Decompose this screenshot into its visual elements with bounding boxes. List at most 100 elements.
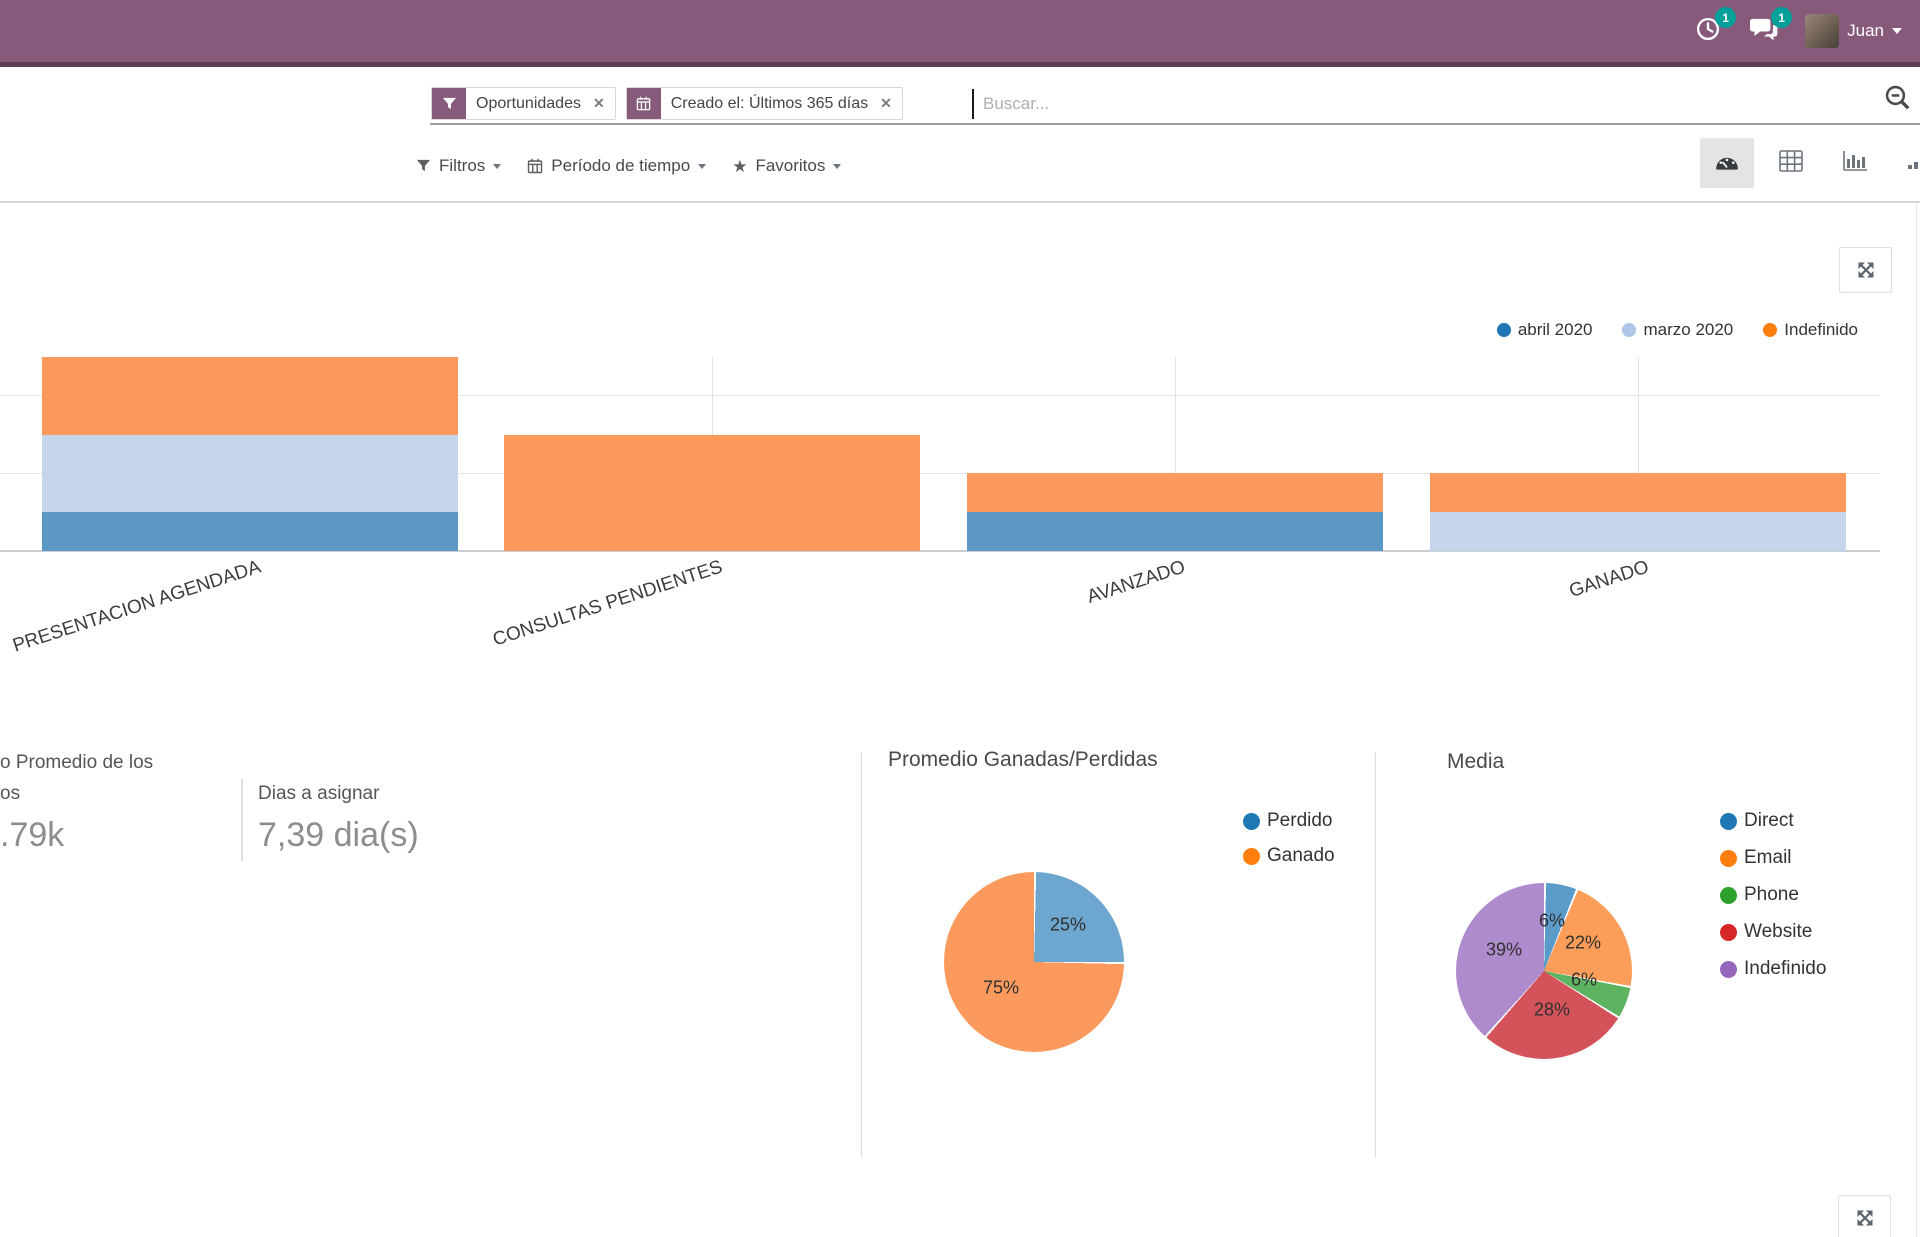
legend-item-Indefinido[interactable]: Indefinido: [1763, 320, 1858, 340]
pie-slice-label-Email: 22%: [1564, 932, 1602, 953]
legend-dot: [1763, 323, 1778, 337]
legend-label: Indefinido: [1744, 958, 1827, 979]
pie-slice-label-Indefinido: 39%: [1485, 939, 1523, 960]
expand-arrows-icon: [1857, 1210, 1872, 1226]
kpi-days-value: 7,39 dia(s): [258, 816, 419, 854]
legend-item-abril-2020[interactable]: abril 2020: [1496, 320, 1592, 340]
bar-segment-Indefinido[interactable]: [504, 434, 920, 551]
facet-oportunidades[interactable]: Oportunidades ✕: [431, 87, 616, 120]
legend-item-Email[interactable]: Email: [1720, 847, 1826, 869]
period-label: Período de tiempo: [551, 156, 691, 175]
navbar-right-cluster: 1 1 Juan: [1693, 0, 1902, 62]
legend-label: Phone: [1744, 884, 1799, 905]
favorites-dropdown[interactable]: ★ Favoritos: [732, 156, 842, 176]
chevron-down-icon: [833, 163, 842, 169]
expand-graph-button[interactable]: [1839, 247, 1892, 293]
facet-label: Oportunidades: [476, 94, 581, 112]
search-text-cursor: [972, 89, 974, 119]
user-name-label: Juan: [1847, 21, 1884, 40]
avatar: [1805, 14, 1840, 48]
legend-dot: [1243, 812, 1260, 830]
legend-dot: [1243, 847, 1260, 865]
chat-bubbles-icon: [1750, 16, 1778, 47]
legend-dot: [1720, 923, 1737, 941]
legend-label: Indefinido: [1784, 320, 1858, 339]
bar-chart-icon: [1842, 149, 1868, 178]
legend-label: Direct: [1744, 810, 1794, 831]
pie-media-legend: Direct Email Phone Website Indefinido: [1720, 810, 1826, 980]
search-minus-icon[interactable]: [1884, 84, 1912, 117]
facet-remove-icon[interactable]: ✕: [592, 95, 605, 111]
chevron-down-icon: [1892, 28, 1902, 34]
activities-menu-button[interactable]: 1: [1693, 7, 1737, 46]
expand-arrows-icon: [1858, 262, 1873, 278]
legend-item-Perdido[interactable]: Perdido: [1243, 810, 1335, 832]
kpi-average-value: .79k: [0, 816, 65, 854]
search-input[interactable]: Buscar...: [983, 94, 1050, 113]
category-label: PRESENTACION AGENDADA: [9, 556, 264, 657]
expand-graph-button-bottom[interactable]: [1838, 1195, 1891, 1237]
legend-dot: [1720, 960, 1737, 978]
legend-item-Phone[interactable]: Phone: [1720, 884, 1826, 906]
calendar-icon: [528, 158, 543, 174]
pie-slice-label-Ganado: 75%: [982, 977, 1020, 998]
bar-segment-abril-2020[interactable]: [42, 512, 458, 551]
legend-item-Direct[interactable]: Direct: [1720, 810, 1826, 832]
user-menu[interactable]: Juan: [1805, 14, 1902, 48]
chevron-down-icon: [698, 163, 707, 169]
facet-creado-el[interactable]: Creado el: Últimos 365 días ✕: [625, 87, 903, 120]
legend-item-Website[interactable]: Website: [1720, 921, 1826, 943]
kpi-average-title-line1: o Promedio de los: [0, 752, 154, 773]
facet-label: Creado el: Últimos 365 días: [670, 94, 869, 112]
legend-dot: [1720, 886, 1737, 904]
bar-segment-Indefinido[interactable]: [42, 357, 458, 435]
facet-remove-icon[interactable]: ✕: [880, 95, 892, 111]
calendar-icon: [626, 88, 661, 119]
legend-dot: [1720, 849, 1737, 867]
time-range-dropdown[interactable]: Período de tiempo: [527, 156, 707, 176]
pie-media-title: Media: [1447, 750, 1505, 773]
pie-media[interactable]: [1456, 883, 1632, 1059]
legend-item-Ganado[interactable]: Ganado: [1243, 845, 1335, 867]
kpi-divider: [241, 779, 243, 861]
pie-won-lost[interactable]: [944, 872, 1124, 1052]
view-graph-button[interactable]: [1828, 138, 1882, 188]
activity-count-badge: 1: [1715, 7, 1737, 28]
legend-label: Email: [1744, 847, 1792, 868]
bar-chart-legend: abril 2020 marzo 2020 Indefinido: [1496, 320, 1858, 340]
signal-bars-icon: [1906, 149, 1920, 178]
pie-won-lost-legend: Perdido Ganado: [1243, 810, 1335, 867]
filters-dropdown[interactable]: Filtros: [416, 156, 502, 176]
pie-slice-label-Direct: 6%: [1538, 910, 1566, 931]
legend-dot: [1496, 323, 1511, 337]
kpi-average-title-line2: os: [0, 783, 21, 804]
filter-icon: [416, 159, 431, 172]
star-icon: ★: [732, 156, 748, 176]
bar-segment-Indefinido[interactable]: [1430, 473, 1846, 513]
view-switcher: [1700, 138, 1920, 188]
filters-label: Filtros: [439, 156, 486, 175]
section-divider: [861, 752, 862, 1158]
legend-dot: [1720, 812, 1737, 830]
legend-item-marzo-2020[interactable]: marzo 2020: [1622, 320, 1733, 340]
category-label: AVANZADO: [1084, 556, 1189, 608]
search-underline: [430, 123, 1920, 125]
kpi-days-title: Dias a asignar: [258, 783, 380, 804]
legend-label: Perdido: [1267, 810, 1333, 831]
view-dashboard-button[interactable]: [1700, 138, 1754, 188]
control-panel: Oportunidades ✕ Creado el: Últimos 365 d…: [0, 67, 1920, 203]
view-cohort-button[interactable]: [1892, 138, 1920, 188]
legend-item-Indefinido[interactable]: Indefinido: [1720, 958, 1826, 980]
messages-menu-button[interactable]: 1: [1749, 7, 1793, 47]
bar-segment-marzo-2020[interactable]: [1430, 512, 1846, 551]
bar-segment-marzo-2020[interactable]: [42, 434, 458, 513]
bar-segment-abril-2020[interactable]: [967, 512, 1383, 551]
favorites-label: Favoritos: [755, 156, 826, 175]
bar-segment-Indefinido[interactable]: [967, 473, 1383, 513]
filter-bar: Filtros Período de tiempo ★ Favoritos: [416, 147, 842, 185]
table-grid-icon: [1779, 149, 1803, 177]
view-list-button[interactable]: [1764, 138, 1818, 188]
legend-label: Website: [1744, 921, 1813, 942]
